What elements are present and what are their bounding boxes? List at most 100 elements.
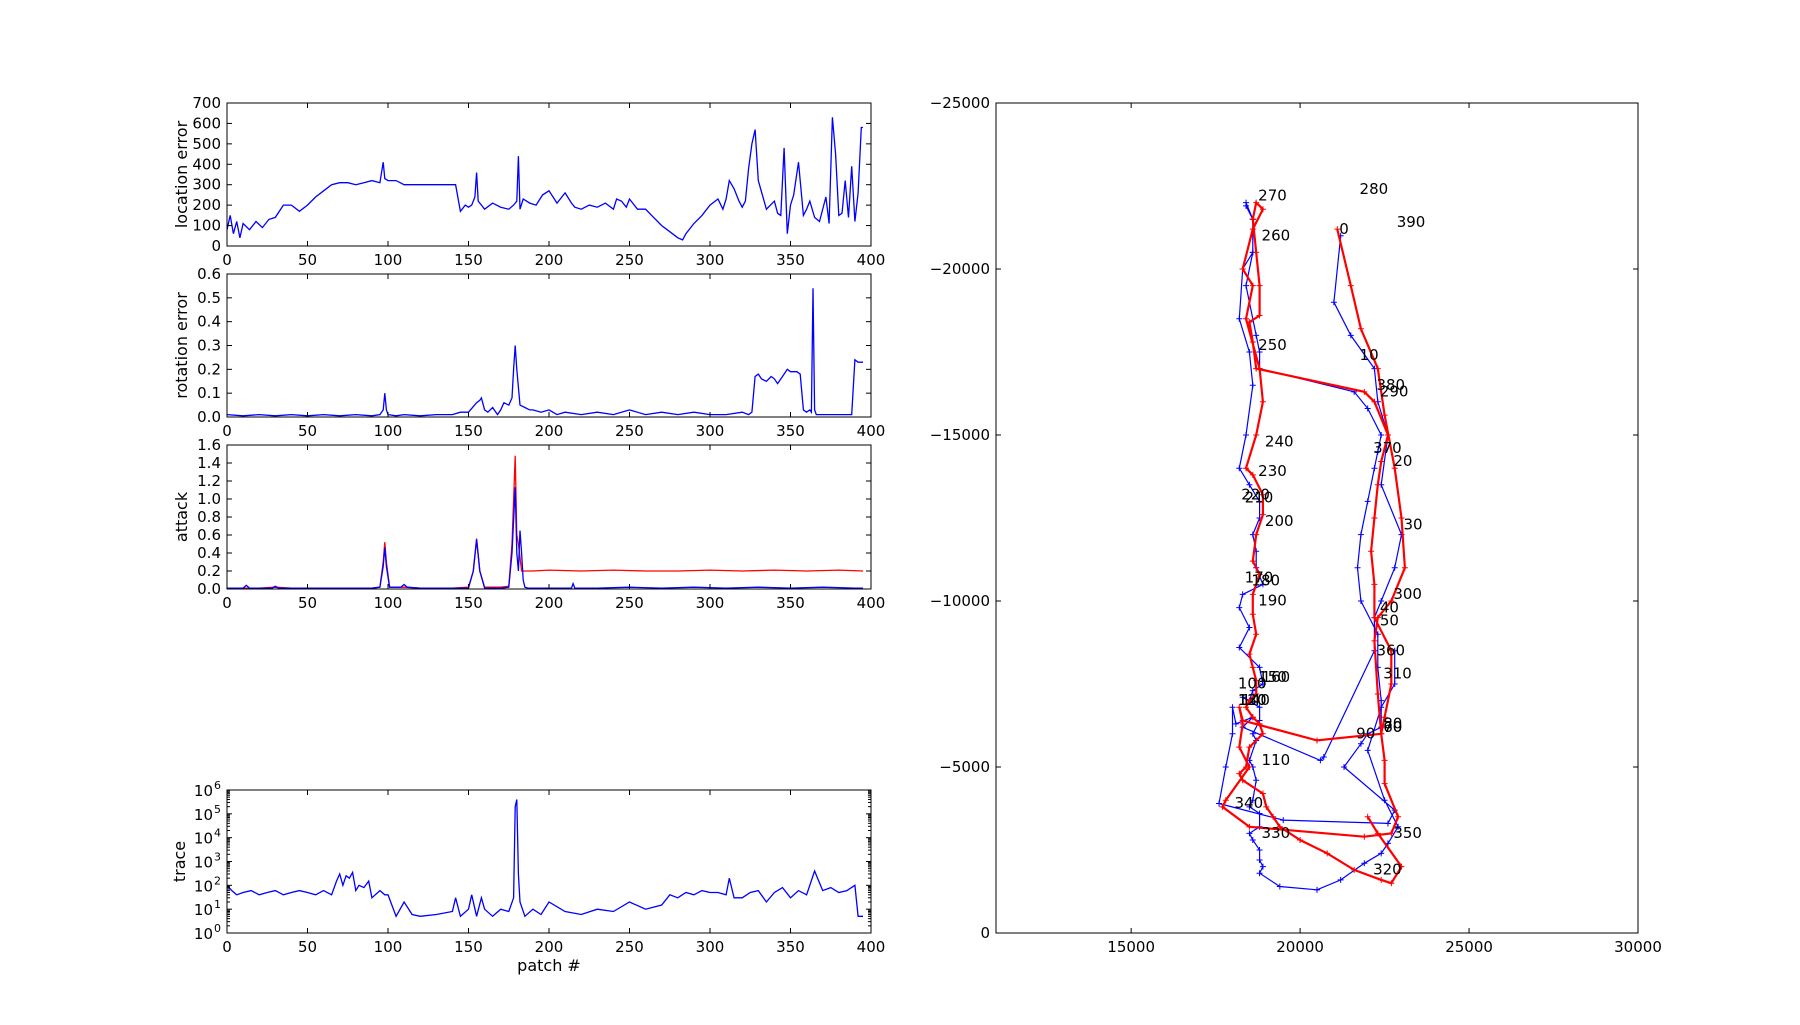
x-axis-label: patch # xyxy=(517,956,581,975)
trajectory-point xyxy=(1249,611,1256,618)
x-tick-label: 50 xyxy=(298,251,317,269)
x-tick-label: 150 xyxy=(454,594,483,612)
point-label: 230 xyxy=(1258,462,1287,480)
trajectory-point xyxy=(1368,548,1375,555)
x-tick-label: 400 xyxy=(857,251,886,269)
trajectory-point xyxy=(1381,412,1388,419)
trajectory-point xyxy=(1259,730,1266,737)
y-tick-label: 0.5 xyxy=(197,289,221,307)
trajectory-point xyxy=(1256,720,1263,727)
y-tick-label: 0.3 xyxy=(197,337,221,355)
trajectory-point xyxy=(1256,571,1263,578)
trajectory-point xyxy=(1314,886,1320,893)
trajectory-point xyxy=(1384,820,1391,827)
trajectory-point xyxy=(1280,817,1287,824)
point-label: 350 xyxy=(1393,824,1422,842)
point-label: 370 xyxy=(1373,439,1402,457)
y-tick-label: −10000 xyxy=(930,592,990,610)
y-axis-label: location error xyxy=(172,120,191,228)
y-tick-label: 1.6 xyxy=(197,436,221,454)
trajectory-point xyxy=(1246,823,1253,830)
trajectory-point xyxy=(1256,810,1263,817)
trajectory-point xyxy=(1381,797,1388,804)
trajectory-point xyxy=(1236,744,1243,751)
trajectory-point xyxy=(1371,614,1378,621)
x-tick-label: 400 xyxy=(857,938,886,956)
y-tick-label: 0 xyxy=(211,237,221,255)
y-tick-label: 1.4 xyxy=(197,454,221,472)
y-tick-label: 700 xyxy=(192,94,221,112)
trajectory-point xyxy=(1351,866,1358,873)
point-label: 60 xyxy=(1383,718,1402,736)
trajectory-point xyxy=(1263,803,1270,810)
trajectory-point xyxy=(1249,730,1256,737)
trajectory-point xyxy=(1388,681,1395,687)
trajectory-point xyxy=(1259,206,1266,213)
x-tick-label: 350 xyxy=(776,251,805,269)
trajectory-point xyxy=(1236,315,1243,322)
x-tick-label: 150 xyxy=(454,251,483,269)
point-label: 140 xyxy=(1241,691,1270,709)
trajectory-point xyxy=(1253,332,1260,339)
x-tick-label: 0 xyxy=(222,938,232,956)
trajectory-point xyxy=(1249,837,1256,844)
trajectory-point xyxy=(1246,651,1253,658)
trajectory-point xyxy=(1249,471,1256,478)
trajectory-point xyxy=(1249,714,1256,721)
trajectory-point xyxy=(1314,737,1320,744)
trajectory-point xyxy=(1246,803,1253,810)
trajectory-point xyxy=(1341,764,1348,770)
x-tick-label: 0 xyxy=(222,594,232,612)
trajectory-point xyxy=(1253,432,1260,438)
trajectory-point xyxy=(1246,830,1253,837)
trajectory-point xyxy=(1243,704,1250,711)
point-label: 290 xyxy=(1380,382,1409,400)
trajectory-point xyxy=(1398,863,1405,870)
trajectory-point xyxy=(1364,498,1371,505)
trajectory-point xyxy=(1253,631,1260,638)
x-tick-label: 100 xyxy=(374,938,403,956)
point-label: 0 xyxy=(1339,220,1349,238)
trajectory-point xyxy=(1246,319,1253,326)
x-tick-label: 0 xyxy=(222,251,232,269)
trajectory-point xyxy=(1246,744,1253,751)
trajectory-point xyxy=(1388,598,1395,604)
point-label: 210 xyxy=(1245,489,1274,507)
y-tick-label: 0.2 xyxy=(197,360,221,378)
trajectory-point xyxy=(1256,856,1263,863)
trajectory-point xyxy=(1371,465,1378,472)
y-tick-label: 0 xyxy=(980,924,990,942)
trajectory-point xyxy=(1243,465,1250,472)
point-label: 120 xyxy=(1238,691,1267,709)
trajectory-point xyxy=(1236,704,1243,711)
y-tick-label: 10 xyxy=(194,806,213,824)
trajectory-point xyxy=(1381,780,1388,787)
x-tick-label: 400 xyxy=(857,422,886,440)
trajectory-point xyxy=(1246,481,1253,488)
trajectory-point xyxy=(1253,777,1260,784)
trajectory-point xyxy=(1337,876,1344,883)
trajectory-point xyxy=(1246,349,1253,355)
x-tick-label: 100 xyxy=(374,251,403,269)
y-tick-label: 10 xyxy=(194,901,213,919)
y-tick-label: 10 xyxy=(194,854,213,872)
trajectory-point xyxy=(1276,883,1283,890)
trajectory-point xyxy=(1270,813,1277,820)
x-tick-label: 250 xyxy=(615,422,644,440)
trajectory-point xyxy=(1395,813,1402,820)
trajectory-point xyxy=(1361,860,1368,867)
point-label: 40 xyxy=(1380,598,1399,616)
series-line-location-0 xyxy=(227,117,863,241)
trajectory-point xyxy=(1236,770,1243,777)
trajectory-point xyxy=(1256,365,1263,372)
axes-frame xyxy=(226,273,872,418)
y-tick-label: 400 xyxy=(192,155,221,173)
y-tick-exponent: 6 xyxy=(214,779,221,792)
point-label: 260 xyxy=(1262,226,1291,244)
x-tick-label: 50 xyxy=(298,594,317,612)
trajectory-point xyxy=(1354,564,1361,571)
y-tick-label: 0.8 xyxy=(197,508,221,526)
x-tick-label: 300 xyxy=(696,422,725,440)
y-tick-label: 10 xyxy=(194,782,213,800)
x-tick-label: 250 xyxy=(615,938,644,956)
